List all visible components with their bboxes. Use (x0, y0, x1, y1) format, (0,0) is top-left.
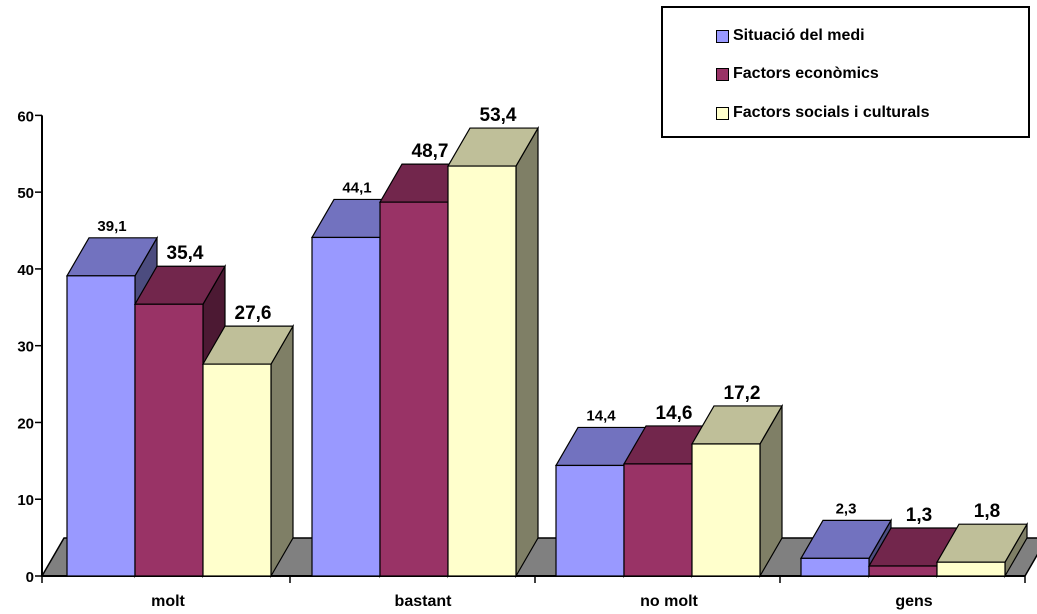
legend-label-series-1: Situació del medi (733, 27, 865, 44)
legend-swatch-series-1 (716, 29, 729, 43)
legend-swatch-series-3 (716, 106, 729, 120)
y-tick-label: 10 (17, 492, 34, 509)
y-tick-label: 60 (17, 108, 34, 125)
data-label-3-0: 2,3 (836, 500, 857, 517)
legend-label-series-2: Factors econòmics (733, 65, 879, 82)
bar-3-1 (868, 565, 938, 577)
data-label-0-0: 39,1 (97, 218, 126, 235)
data-label-2-1: 14,6 (656, 403, 693, 424)
bar-2-0 (555, 464, 625, 577)
legend-item-series-1: Situació del medi (716, 26, 865, 46)
bar-1-1 (379, 201, 449, 577)
category-label-1: bastant (395, 593, 453, 610)
data-label-1-0: 44,1 (342, 179, 371, 196)
bar-side-0-2 (270, 323, 294, 579)
data-label-2-2: 17,2 (724, 383, 761, 404)
bar-0-2 (202, 363, 272, 577)
y-tick-label: 30 (17, 339, 34, 356)
bar-0-1 (134, 303, 204, 577)
bar-1-2 (447, 165, 517, 577)
y-tick-label: 50 (17, 185, 34, 202)
data-label-1-2: 53,4 (480, 105, 517, 126)
category-label-3: gens (895, 593, 932, 610)
data-label-2-0: 14,4 (586, 407, 616, 424)
data-label-3-1: 1,3 (906, 505, 932, 526)
y-tick-label: 0 (26, 569, 34, 586)
bar-3-0 (800, 557, 870, 577)
legend-swatch-series-2 (716, 67, 729, 81)
bar-3-2 (936, 561, 1006, 577)
data-label-3-2: 1,8 (974, 501, 1000, 522)
data-label-0-1: 35,4 (167, 243, 204, 264)
category-label-0: molt (151, 593, 185, 610)
bar-0-0 (66, 275, 136, 577)
y-tick-label: 20 (17, 415, 34, 432)
legend-label-series-3: Factors socials i culturals (733, 104, 930, 121)
bar-2-1 (623, 463, 693, 577)
data-label-1-1: 48,7 (412, 141, 449, 162)
legend-item-series-3: Factors socials i culturals (716, 103, 930, 123)
y-tick-label: 40 (17, 262, 34, 279)
data-label-0-2: 27,6 (235, 303, 272, 324)
bar-2-2 (691, 443, 761, 577)
bar-1-0 (311, 236, 381, 577)
legend-item-series-2: Factors econòmics (716, 64, 879, 84)
category-label-2: no molt (640, 593, 698, 610)
chart-legend: Situació del medi Factors econòmics Fact… (661, 6, 1030, 138)
bar-side-1-2 (515, 125, 539, 579)
